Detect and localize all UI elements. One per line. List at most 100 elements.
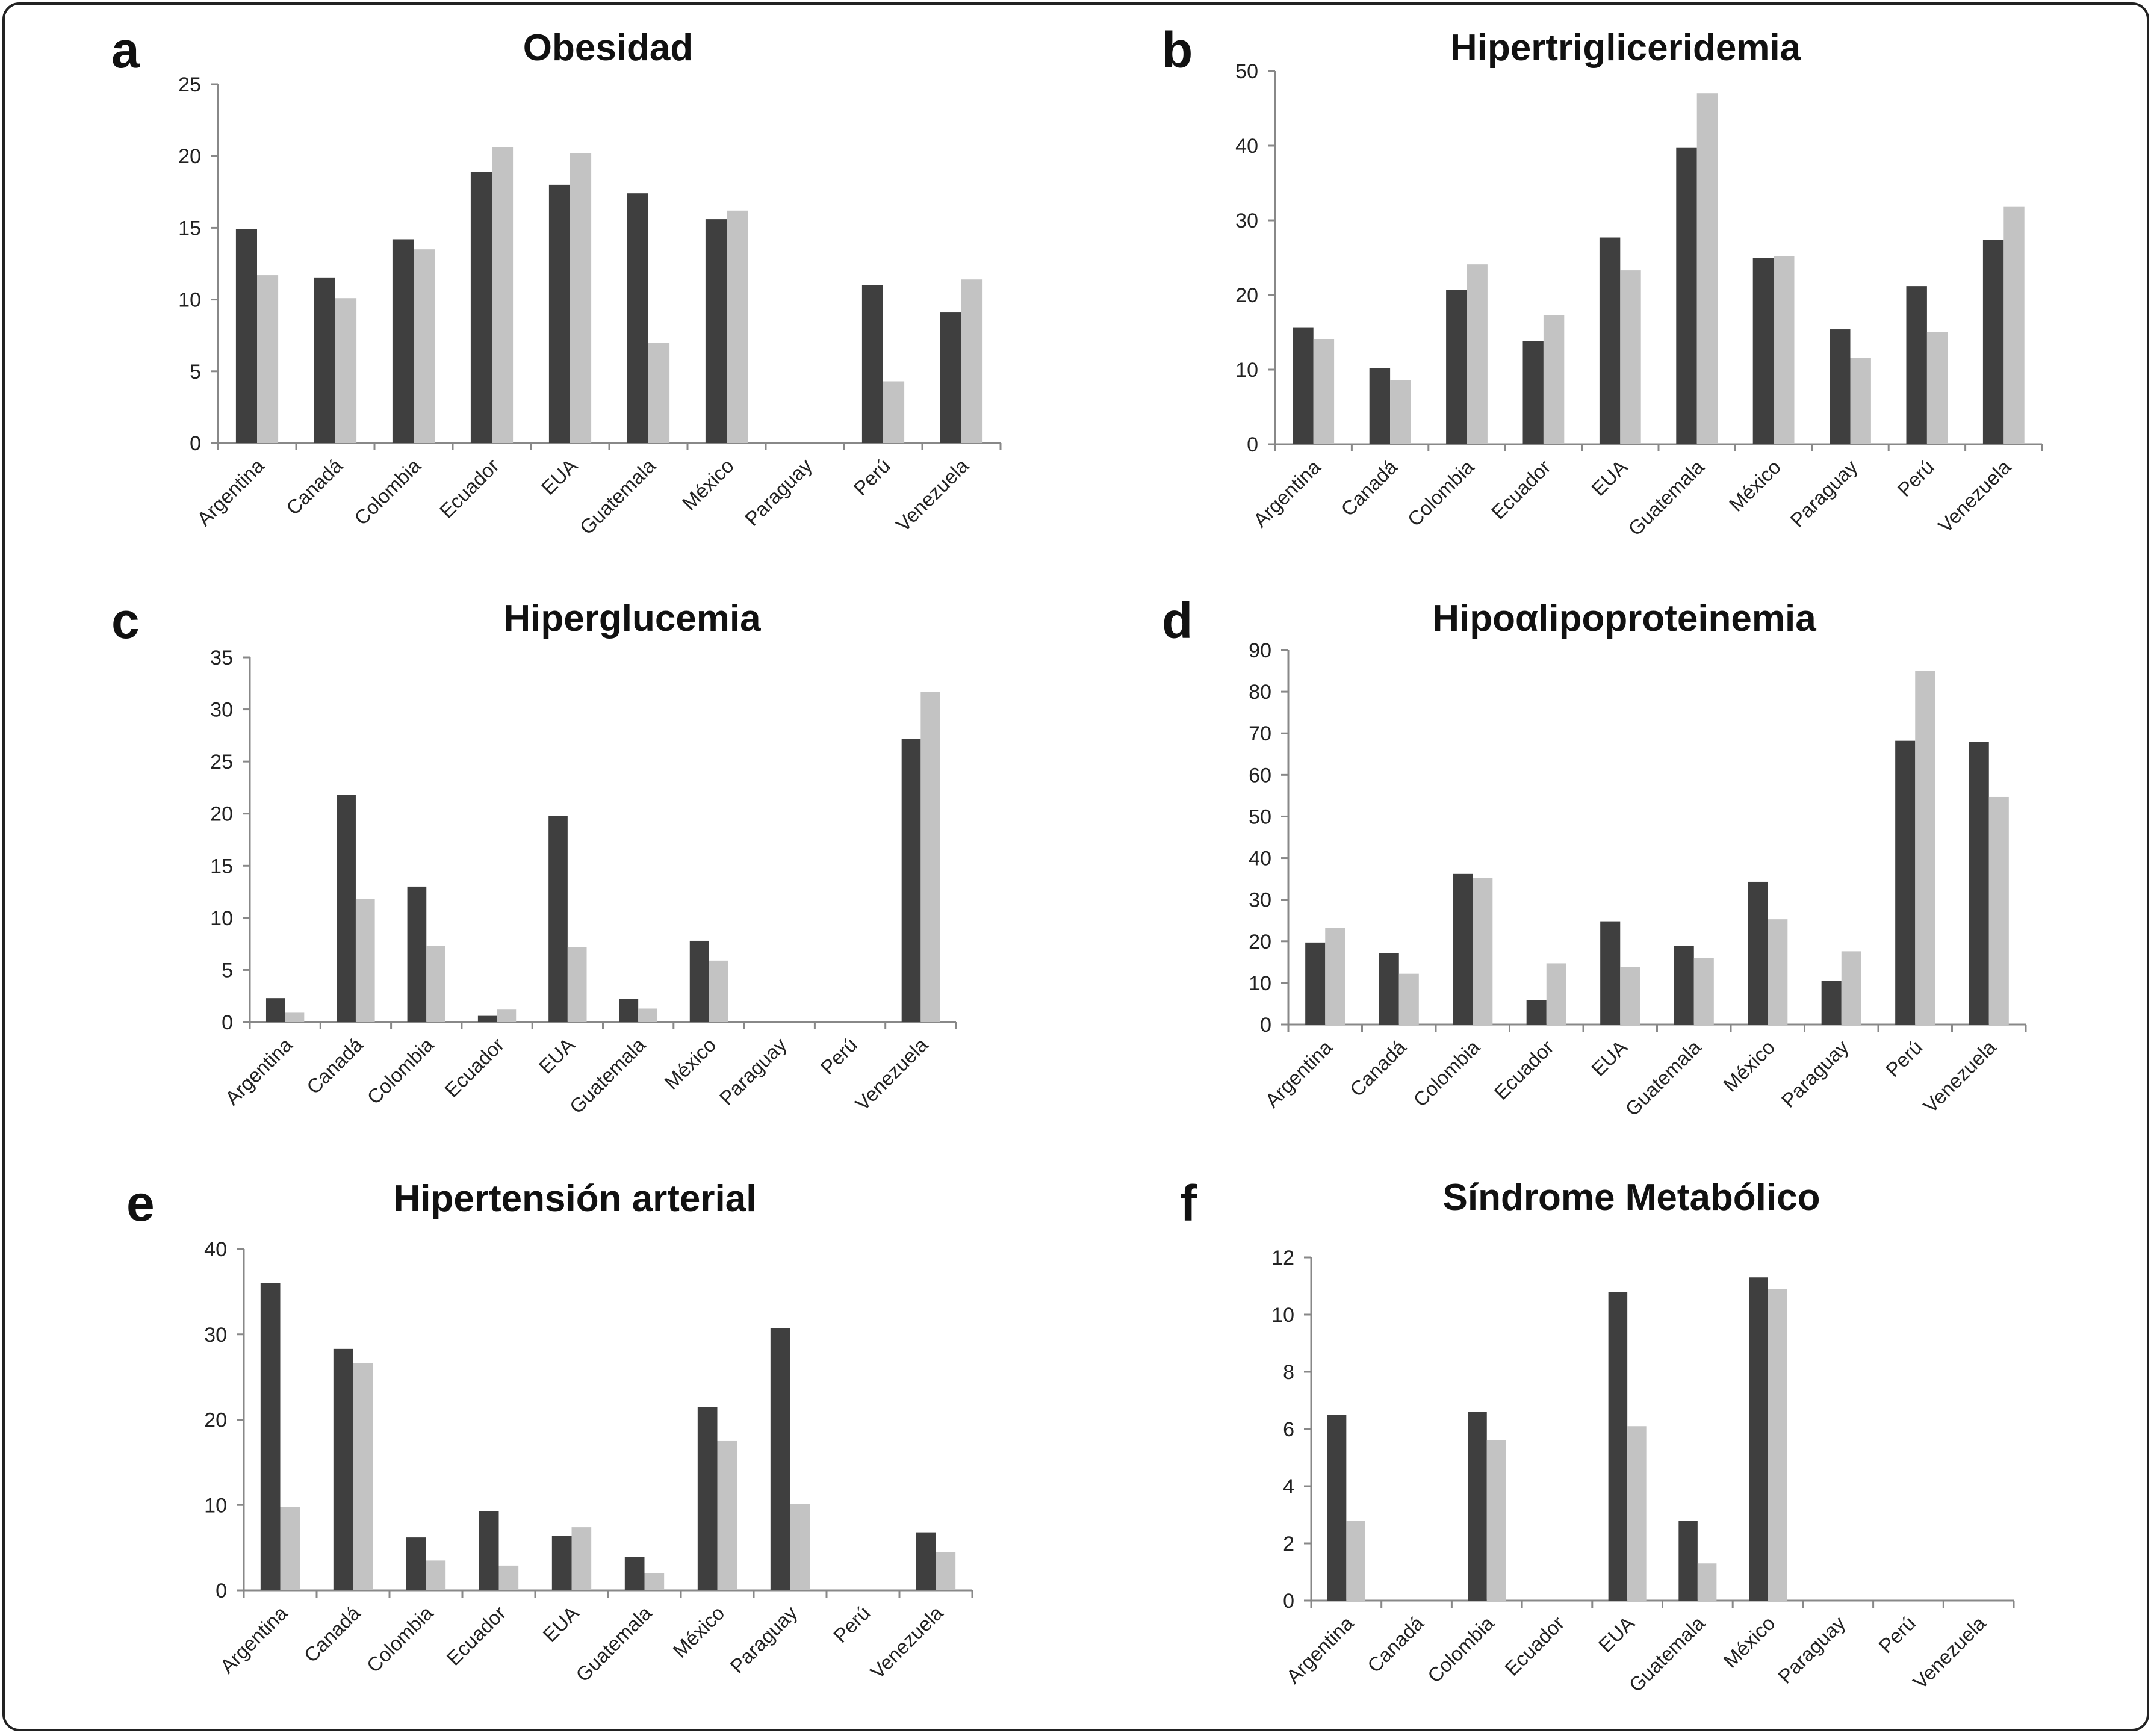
- category-label: Ecuador: [1487, 456, 1555, 524]
- bar-series2-venezuela: [2003, 206, 2025, 444]
- bar-series2-perú: [1915, 671, 1935, 1025]
- panel-letter: b: [1162, 22, 1193, 78]
- bar-series1-perú: [861, 285, 883, 443]
- bar-series2-colombia: [1467, 264, 1488, 444]
- chart-title: Obesidad: [523, 27, 694, 69]
- y-tick-label: 20: [204, 1409, 227, 1432]
- bar-series1-perú: [1895, 740, 1916, 1025]
- category-label: Venezuela: [866, 1601, 948, 1683]
- y-tick-label: 30: [1235, 209, 1258, 232]
- bar-series1-guatemala: [627, 193, 648, 443]
- category-label: Colombia: [362, 1601, 438, 1676]
- category-label: EUA: [535, 1034, 579, 1078]
- category-label: Canadá: [1336, 455, 1401, 520]
- category-label: Argentina: [216, 1601, 292, 1678]
- bar-series2-méxico: [709, 960, 728, 1022]
- bar-series1-canadá: [314, 277, 335, 443]
- bar-series1-venezuela: [1982, 240, 2004, 444]
- bar-series1-perú: [1906, 286, 1927, 444]
- bar-series2-eua: [570, 153, 592, 443]
- y-tick-label: 30: [204, 1324, 227, 1347]
- bar-series1-ecuador: [1522, 341, 1544, 444]
- chart-title: Hipoαlipoproteinemia: [1432, 598, 1816, 639]
- category-label: Perú: [1893, 456, 1938, 501]
- y-tick-label: 5: [222, 959, 233, 982]
- category-label: Paraguay: [1777, 1035, 1853, 1111]
- bar-series1-colombia: [1468, 1412, 1487, 1601]
- category-label: México: [1719, 1612, 1779, 1672]
- bar-series2-argentina: [285, 1012, 305, 1022]
- category-label: Perú: [1881, 1036, 1926, 1081]
- bar-series1-ecuador: [470, 172, 492, 443]
- category-label: EUA: [537, 454, 582, 499]
- bar-series2-paraguay: [1841, 951, 1861, 1025]
- bar-series1-colombia: [1453, 873, 1473, 1025]
- bar-series1-venezuela: [1969, 742, 1989, 1025]
- bar-series1-paraguay: [1821, 981, 1842, 1025]
- bar-series1-guatemala: [1674, 946, 1694, 1025]
- bar-series2-guatemala: [1693, 958, 1714, 1025]
- category-label: Argentina: [1282, 1611, 1358, 1688]
- panel-letter: d: [1162, 592, 1193, 649]
- category-label: Ecuador: [1490, 1036, 1558, 1104]
- y-tick-label: 50: [1235, 60, 1258, 83]
- category-label: Venezuela: [1934, 455, 2016, 537]
- category-label: EUA: [538, 1602, 583, 1646]
- category-label: Venezuela: [892, 454, 973, 536]
- y-tick-label: 40: [1249, 848, 1271, 870]
- bar-series1-canadá: [1379, 953, 1399, 1025]
- bar-series2-canadá: [1390, 380, 1411, 444]
- y-tick-label: 70: [1249, 722, 1271, 745]
- bar-series1-colombia: [406, 1537, 426, 1590]
- y-tick-label: 6: [1283, 1418, 1294, 1441]
- category-label: México: [660, 1034, 720, 1094]
- bar-series1-méxico: [1752, 258, 1774, 444]
- bar-series2-paraguay: [1850, 358, 1871, 444]
- category-label: Venezuela: [1908, 1611, 1990, 1693]
- bar-series1-ecuador: [1526, 1000, 1547, 1025]
- bar-series2-colombia: [414, 249, 435, 443]
- category-label: Canadá: [1363, 1611, 1428, 1676]
- category-label: EUA: [1587, 456, 1631, 500]
- category-label: Colombia: [1409, 1035, 1484, 1111]
- category-label: Guatemala: [1621, 1035, 1706, 1120]
- y-tick-label: 20: [1235, 284, 1258, 307]
- category-label: Guatemala: [565, 1033, 650, 1118]
- bar-series1-méxico: [705, 219, 727, 443]
- y-tick-label: 0: [216, 1579, 227, 1602]
- bar-series2-colombia: [1473, 878, 1493, 1025]
- y-tick-label: 25: [178, 73, 201, 96]
- bar-series1-méxico: [1749, 1277, 1768, 1601]
- category-label: Colombia: [1403, 455, 1479, 530]
- y-tick-label: 80: [1249, 681, 1271, 704]
- bar-series2-argentina: [257, 275, 279, 443]
- chart-panel-b: b Hipertrigliceridemia 0 10 20 30 40 50 Argentin…: [1162, 22, 2043, 540]
- bar-series1-méxico: [697, 1407, 718, 1590]
- y-tick-label: 2: [1283, 1533, 1294, 1555]
- bar-series1-paraguay: [770, 1328, 790, 1590]
- chart-panel-e: e Hipertensión arterial 0 10 20 30 40 Argentina…: [126, 1175, 973, 1686]
- bar-series1-paraguay: [1830, 329, 1851, 444]
- bar-series2-eua: [571, 1527, 592, 1590]
- y-tick-label: 15: [178, 217, 201, 240]
- bar-series2-canadá: [335, 298, 357, 443]
- bar-series2-canadá: [353, 1363, 373, 1590]
- panel-letter: a: [111, 22, 140, 78]
- y-tick-label: 10: [1235, 359, 1258, 382]
- category-label: México: [668, 1602, 728, 1662]
- bar-series2-méxico: [717, 1440, 737, 1590]
- category-label: Ecuador: [435, 454, 503, 522]
- panel-letter: e: [126, 1175, 155, 1232]
- bar-series2-eua: [1627, 1426, 1647, 1601]
- bar-series1-venezuela: [916, 1532, 936, 1590]
- y-tick-label: 40: [1235, 135, 1258, 158]
- category-label: Perú: [829, 1602, 874, 1647]
- y-tick-label: 10: [210, 907, 233, 930]
- category-label: Canadá: [300, 1601, 365, 1666]
- bar-series1-argentina: [1293, 327, 1314, 444]
- category-label: Guatemala: [576, 454, 660, 539]
- bar-series2-canadá: [355, 899, 375, 1022]
- category-label: Colombia: [362, 1033, 438, 1108]
- category-label: Argentina: [221, 1033, 297, 1109]
- y-tick-label: 5: [190, 361, 201, 383]
